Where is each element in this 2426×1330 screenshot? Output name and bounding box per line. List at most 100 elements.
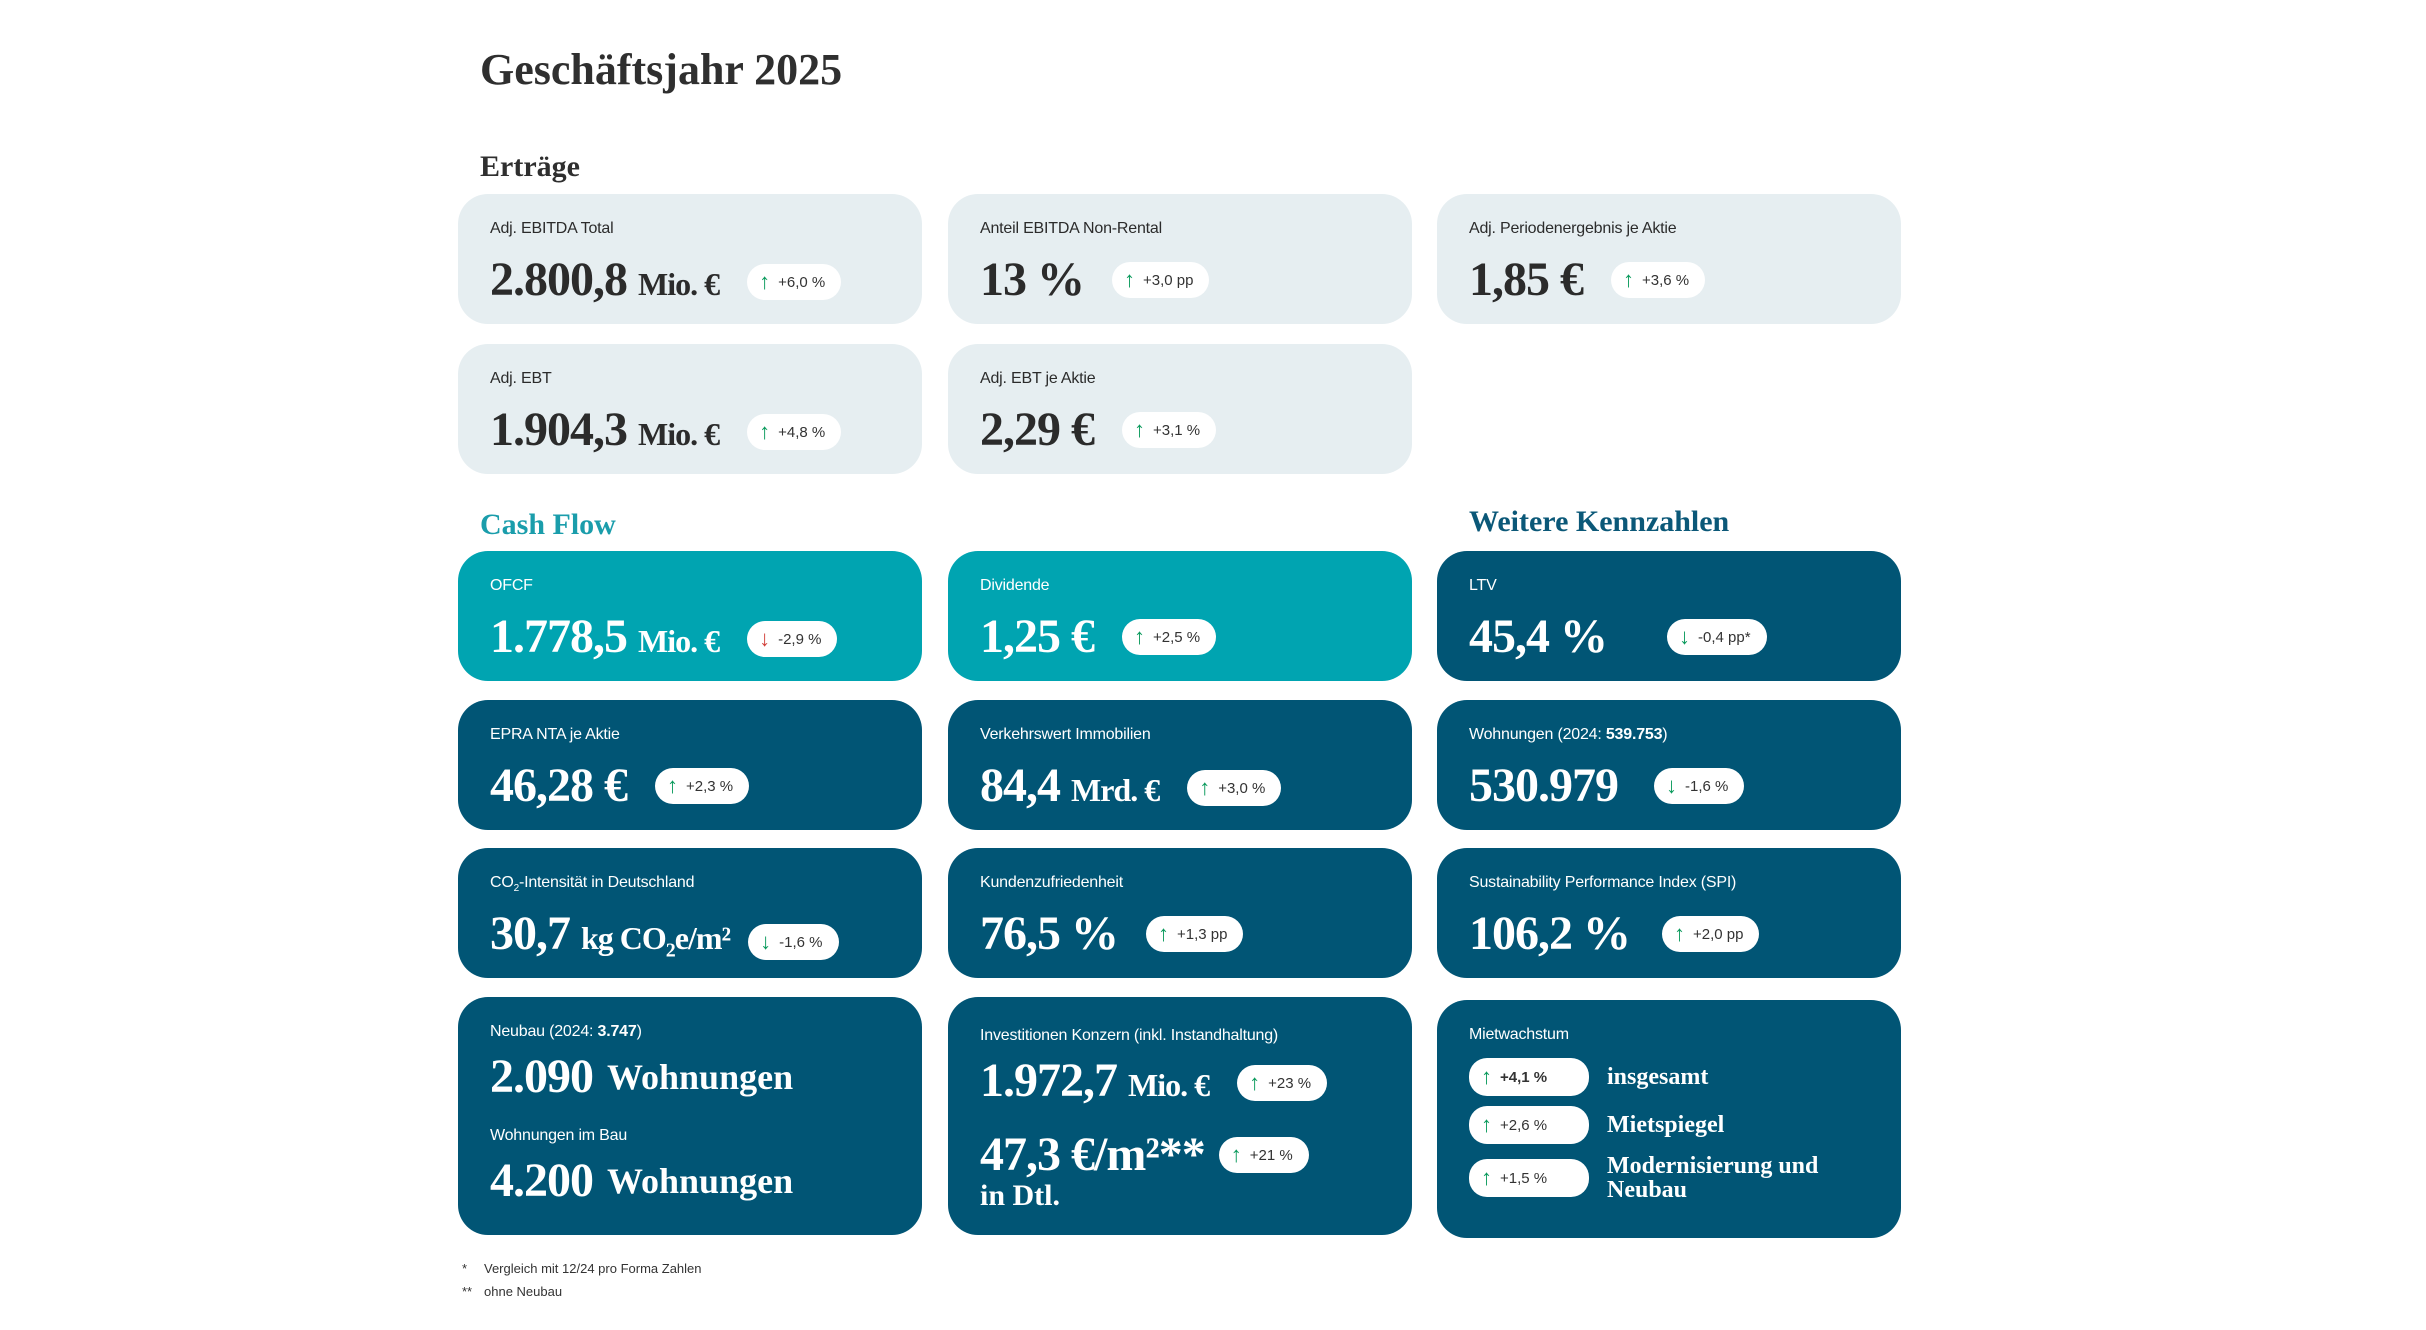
change-badge: ↓ -0,4 pp* bbox=[1667, 619, 1767, 655]
change-badge: ↑ +1,5 % bbox=[1469, 1159, 1589, 1197]
card-unit: Wohnungen bbox=[607, 1057, 794, 1097]
card-label: Sustainability Performance Index (SPI) bbox=[1469, 874, 1737, 891]
page-title: Geschäftsjahr 2025 bbox=[480, 45, 843, 94]
card-label: EPRA NTA je Aktie bbox=[490, 726, 620, 743]
section-weitere: Weitere Kennzahlen bbox=[1469, 505, 1730, 538]
card-value: 106,2 % bbox=[1469, 907, 1631, 960]
arrow-up-icon: ↑ bbox=[1199, 775, 1211, 800]
arrow-up-icon: ↑ bbox=[759, 419, 771, 444]
arrow-down-icon: ↓ bbox=[760, 929, 772, 955]
change-badge: ↑ +3,6 % bbox=[1611, 262, 1706, 298]
card-label: Verkehrswert Immobilien bbox=[980, 726, 1151, 743]
change-badge: ↓ -1,6 % bbox=[748, 924, 839, 961]
arrow-down-icon: ↓ bbox=[759, 626, 771, 651]
change-badge: ↑ +3,0 pp bbox=[1112, 262, 1210, 298]
change-badge: ↑ +2,5 % bbox=[1122, 619, 1217, 655]
change-badge: ↑ +23 % bbox=[1237, 1065, 1328, 1101]
arrow-up-icon: ↑ bbox=[667, 773, 678, 798]
arrow-up-icon: ↑ bbox=[1249, 1070, 1261, 1095]
card-adj-ebt: Adj. EBT 1.904,3 Mio. € ↑ +4,8 % bbox=[458, 344, 922, 474]
miet-item-label: Modernisierung und Neubau bbox=[1607, 1153, 1819, 1203]
card-label: CO2-Intensität in Deutschland bbox=[490, 874, 695, 895]
card-epra-nta: EPRA NTA je Aktie 46,28 € ↑ +2,3 % bbox=[458, 700, 922, 830]
card-verkehrswert: Verkehrswert Immobilien 84,4 Mrd. € ↑ +3,… bbox=[948, 700, 1412, 830]
card-label: Investitionen Konzern (inkl. Instandhalt… bbox=[980, 1027, 1279, 1044]
card-label: LTV bbox=[1469, 577, 1497, 594]
card-value-2-sub: in Dtl. bbox=[980, 1179, 1061, 1212]
card-value-2: 4.200 bbox=[490, 1154, 594, 1207]
change-badge: ↑ +2,0 pp bbox=[1662, 916, 1760, 952]
card-label: Adj. EBT je Aktie bbox=[980, 370, 1096, 387]
change-badge: ↑ +1,3 pp bbox=[1146, 916, 1244, 952]
miet-item-label: Mietspiegel bbox=[1607, 1112, 1725, 1138]
card-label: Kundenzufriedenheit bbox=[980, 874, 1123, 891]
arrow-up-icon: ↑ bbox=[1481, 1165, 1492, 1190]
card-kundenzufriedenheit: Kundenzufriedenheit 76,5 % ↑ +1,3 pp bbox=[948, 848, 1412, 978]
card-value: 1.904,3 Mio. € bbox=[490, 403, 720, 456]
arrow-up-icon: ↑ bbox=[1134, 624, 1145, 649]
card-periodenergebnis: Adj. Periodenergebnis je Aktie 1,85 € ↑ +… bbox=[1437, 194, 1901, 324]
arrow-up-icon: ↑ bbox=[759, 269, 771, 294]
card-co2-intensitaet: CO2-Intensität in Deutschland 30,7 kg CO… bbox=[458, 848, 922, 978]
change-badge: ↑ +2,6 % bbox=[1469, 1106, 1589, 1144]
change-badge: ↑ +6,0 % bbox=[747, 264, 842, 300]
arrow-down-icon: ↓ bbox=[1679, 624, 1690, 649]
card-value: 2.800,8 Mio. € bbox=[490, 253, 720, 306]
change-badge: ↓ -1,6 % bbox=[1654, 768, 1745, 804]
change-badge: ↑ +3,1 % bbox=[1122, 412, 1217, 448]
arrow-up-icon: ↑ bbox=[1158, 921, 1169, 946]
card-value: 46,28 € bbox=[490, 759, 628, 812]
footnote-1: * Vergleich mit 12/24 pro Forma Zahlen bbox=[462, 1261, 702, 1276]
card-dividende: Dividende 1,25 € ↑ +2,5 % bbox=[948, 551, 1412, 681]
miet-item-label: insgesamt bbox=[1607, 1064, 1709, 1090]
change-badge: ↑ +4,1 % bbox=[1469, 1058, 1589, 1096]
card-value: 30,7 kg CO2e/m² bbox=[490, 907, 731, 962]
card-value-2: 47,3 €/m²** bbox=[980, 1128, 1206, 1181]
arrow-down-icon: ↓ bbox=[1666, 773, 1677, 798]
card-value: 1,85 € bbox=[1469, 253, 1584, 306]
card-label: Adj. EBT bbox=[490, 370, 552, 387]
card-value: 1.778,5 Mio. € bbox=[490, 610, 720, 663]
card-investitionen: Investitionen Konzern (inkl. Instandhalt… bbox=[948, 997, 1412, 1235]
arrow-up-icon: ↑ bbox=[1134, 417, 1145, 442]
change-badge: ↑ +3,0 % bbox=[1187, 770, 1282, 806]
arrow-up-icon: ↑ bbox=[1481, 1112, 1492, 1137]
card-value: 1,25 € bbox=[980, 610, 1095, 663]
card-label: Adj. EBITDA Total bbox=[490, 220, 614, 237]
card-value: 13 % bbox=[980, 253, 1085, 306]
card-label: OFCF bbox=[490, 577, 533, 594]
change-badge-2: ↑ +21 % bbox=[1218, 1137, 1309, 1173]
card-label: Wohnungen (2024: 539.753) bbox=[1469, 726, 1668, 743]
section-cashflow: Cash Flow bbox=[480, 508, 616, 541]
card-value: 530.979 bbox=[1469, 759, 1619, 812]
card-value: 1.972,7 Mio. € bbox=[980, 1054, 1210, 1107]
card-value: 2.090 bbox=[490, 1050, 594, 1103]
card-neubau: Neubau (2024: 3.747) 2.090 Wohnungen Wohn… bbox=[458, 997, 922, 1235]
card-mietwachstum: Mietwachstum ↑ +4,1 % insgesamt ↑ +2,6 % Mie… bbox=[1437, 1000, 1901, 1238]
footnote-2: ** ohne Neubau bbox=[462, 1284, 563, 1299]
card-value: 76,5 % bbox=[980, 907, 1119, 960]
card-label: Adj. Periodenergebnis je Aktie bbox=[1469, 220, 1677, 237]
change-badge: ↓ -2,9 % bbox=[747, 621, 838, 657]
card-ebt-je-aktie: Adj. EBT je Aktie 2,29 € ↑ +3,1 % bbox=[948, 344, 1412, 474]
card-non-rental: Anteil EBITDA Non-Rental 13 % ↑ +3,0 pp bbox=[948, 194, 1412, 324]
change-badge: ↑ +2,3 % bbox=[655, 768, 750, 804]
card-wohnungen: Wohnungen (2024: 539.753) 530.979 ↓ -1,6 … bbox=[1437, 700, 1901, 830]
card-label: Anteil EBITDA Non-Rental bbox=[980, 220, 1162, 237]
arrow-up-icon: ↑ bbox=[1674, 921, 1685, 946]
section-ertraege: Erträge bbox=[480, 150, 580, 183]
arrow-up-icon: ↑ bbox=[1481, 1064, 1492, 1089]
arrow-up-icon: ↑ bbox=[1124, 267, 1135, 292]
card-label: Mietwachstum bbox=[1469, 1026, 1569, 1043]
card-value: 2,29 € bbox=[980, 403, 1095, 456]
change-badge: ↑ +4,8 % bbox=[747, 414, 842, 450]
arrow-up-icon: ↑ bbox=[1230, 1142, 1242, 1167]
card-label-2: Wohnungen im Bau bbox=[490, 1127, 628, 1144]
card-adj-ebitda: Adj. EBITDA Total 2.800,8 Mio. € ↑ +6,0 % bbox=[458, 194, 922, 324]
arrow-up-icon: ↑ bbox=[1623, 267, 1634, 292]
card-label: Neubau (2024: 3.747) bbox=[490, 1023, 642, 1040]
card-value: 45,4 % bbox=[1469, 610, 1608, 663]
card-label: Dividende bbox=[980, 577, 1050, 594]
card-spi: Sustainability Performance Index (SPI) 1… bbox=[1437, 848, 1901, 978]
card-ltv: LTV 45,4 % ↓ -0,4 pp* bbox=[1437, 551, 1901, 681]
